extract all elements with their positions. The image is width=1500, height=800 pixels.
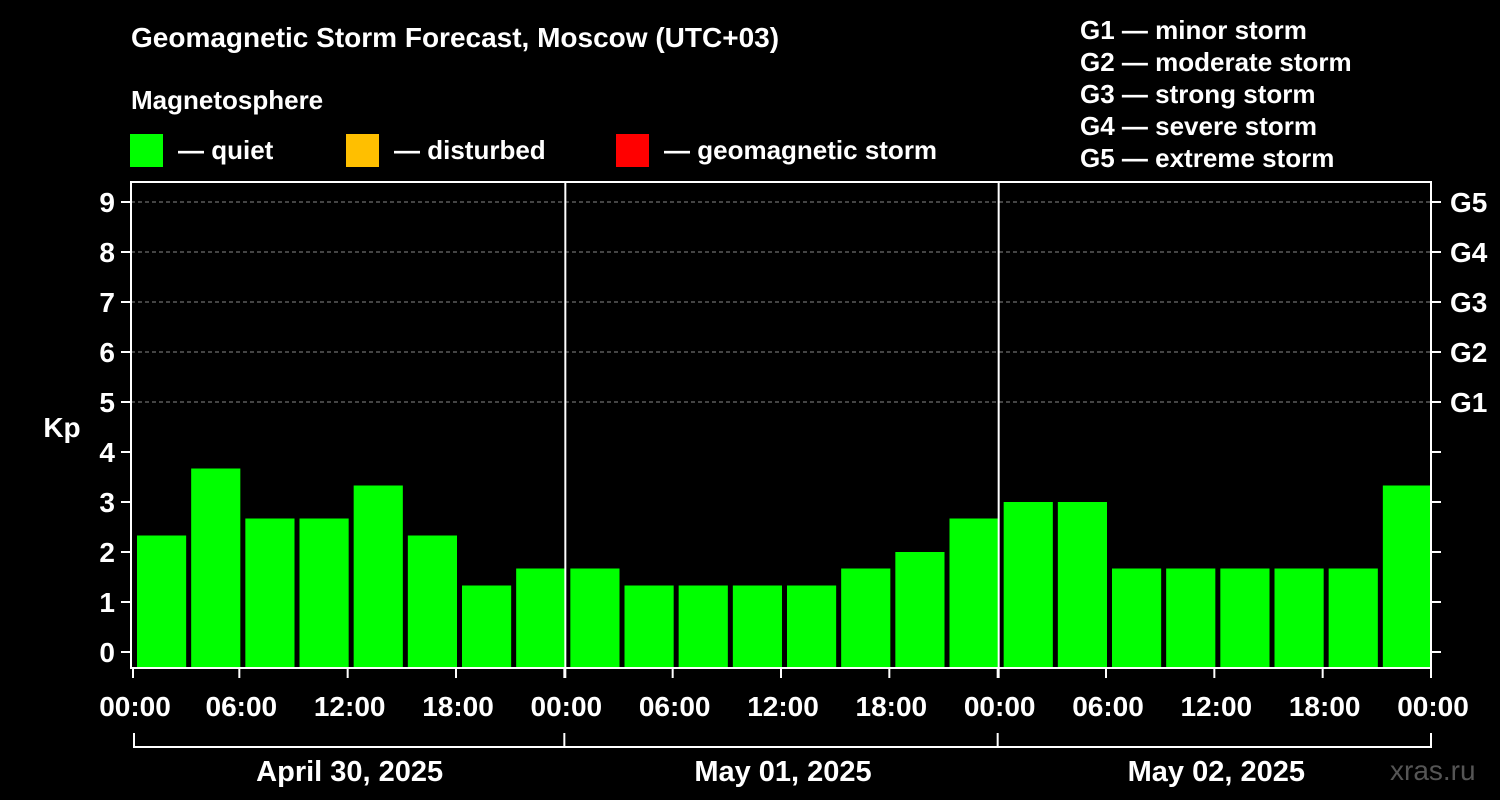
legend-label-disturbed: — disturbed <box>394 134 546 165</box>
legend-item-quiet: — quiet <box>130 133 273 167</box>
kp-bar <box>137 535 187 668</box>
credit-watermark: xras.ru <box>1390 755 1476 786</box>
g-scale-item: G1 — minor storm <box>1080 15 1307 45</box>
x-tick-label: 00:00 <box>531 691 603 722</box>
kp-bar <box>1382 485 1432 668</box>
legend-swatch-storm <box>616 133 649 167</box>
y-tick-label: 2 <box>99 537 115 568</box>
kp-bar <box>1328 568 1378 668</box>
g-scale-item: G4 — severe storm <box>1080 111 1318 141</box>
y-tick-label: 5 <box>99 387 115 418</box>
legend-swatch-quiet <box>130 133 163 167</box>
y-axis-ticks: 0 1 2 3 4 5 6 7 8 9 <box>99 187 131 668</box>
kp-bar <box>1166 568 1216 668</box>
gridlines <box>131 201 1431 403</box>
kp-bar <box>895 552 945 668</box>
legend-heading: Magnetosphere <box>131 85 324 115</box>
day-label: April 30, 2025 <box>256 756 443 788</box>
kp-bar <box>1057 502 1107 668</box>
legend-item-disturbed: — disturbed <box>346 133 546 167</box>
y-tick-label: 8 <box>99 237 115 268</box>
kp-bar <box>516 568 566 668</box>
x-tick-label: 00:00 <box>99 691 171 722</box>
kp-bar <box>1274 568 1324 668</box>
x-tick-label: 12:00 <box>1181 691 1253 722</box>
chart-title: Geomagnetic Storm Forecast, Moscow (UTC+… <box>131 22 780 53</box>
x-tick-label: 18:00 <box>1289 691 1361 722</box>
right-axis-g-label: G2 <box>1450 337 1487 368</box>
kp-bar <box>570 568 620 668</box>
kp-bar <box>353 485 403 668</box>
x-tick-label: 00:00 <box>1397 691 1469 722</box>
x-tick-label: 18:00 <box>422 691 494 722</box>
kp-bar <box>407 535 457 668</box>
kp-bar <box>1003 502 1053 668</box>
y-tick-label: 3 <box>99 487 115 518</box>
legend-label-storm: — geomagnetic storm <box>664 134 938 165</box>
day-label: May 01, 2025 <box>694 756 871 788</box>
x-tick-label: 12:00 <box>314 691 386 722</box>
right-axis-g-label: G5 <box>1450 187 1487 218</box>
g-scale-item: G2 — moderate storm <box>1080 47 1352 77</box>
kp-bar <box>245 518 295 668</box>
kp-bar <box>1220 568 1270 668</box>
x-tick-label: 06:00 <box>639 691 711 722</box>
y-tick-label: 7 <box>99 287 115 318</box>
day-label: May 02, 2025 <box>1128 756 1305 788</box>
y-axis-label: Kp <box>43 412 80 443</box>
x-tick-label: 18:00 <box>856 691 928 722</box>
kp-bar <box>841 568 891 668</box>
day-brackets: April 30, 2025 May 01, 2025 May 02, 2025 <box>133 733 1432 788</box>
legend-label-quiet: — quiet <box>178 134 274 165</box>
kp-bar <box>1112 568 1162 668</box>
kp-bar <box>299 518 349 668</box>
y-tick-label: 4 <box>99 437 115 468</box>
legend-swatch-disturbed <box>346 133 379 167</box>
kp-bar <box>678 585 728 668</box>
right-axis-g-label: G4 <box>1450 237 1488 268</box>
x-tick-label: 00:00 <box>964 691 1036 722</box>
kp-bar <box>191 468 241 668</box>
kp-bar <box>949 518 999 668</box>
x-axis-ticks: 00:00 06:00 12:00 18:00 00:00 06:00 12:00 18:00… <box>99 668 1469 722</box>
y-tick-label: 0 <box>99 637 115 668</box>
y-tick-label: 9 <box>99 187 115 218</box>
x-tick-label: 06:00 <box>1072 691 1144 722</box>
right-axis-g-labels: G1 G2 G3 G4 G5 <box>1431 187 1488 653</box>
g-scale-item: G5 — extreme storm <box>1080 143 1335 173</box>
y-tick-label: 1 <box>99 587 115 618</box>
y-tick-label: 6 <box>99 337 115 368</box>
g-scale-list: G1 — minor storm G2 — moderate storm G3 … <box>1080 14 1352 174</box>
legend-item-storm: — geomagnetic storm <box>616 133 937 167</box>
x-tick-label: 06:00 <box>206 691 278 722</box>
x-tick-label: 12:00 <box>747 691 819 722</box>
kp-bar <box>787 585 837 668</box>
kp-bars <box>137 468 1432 668</box>
right-axis-g-label: G1 <box>1450 387 1487 418</box>
kp-bar <box>732 585 782 668</box>
kp-bar <box>462 585 512 668</box>
g-scale-item: G3 — strong storm <box>1080 79 1316 109</box>
right-axis-g-label: G3 <box>1450 287 1487 318</box>
kp-bar <box>624 585 674 668</box>
